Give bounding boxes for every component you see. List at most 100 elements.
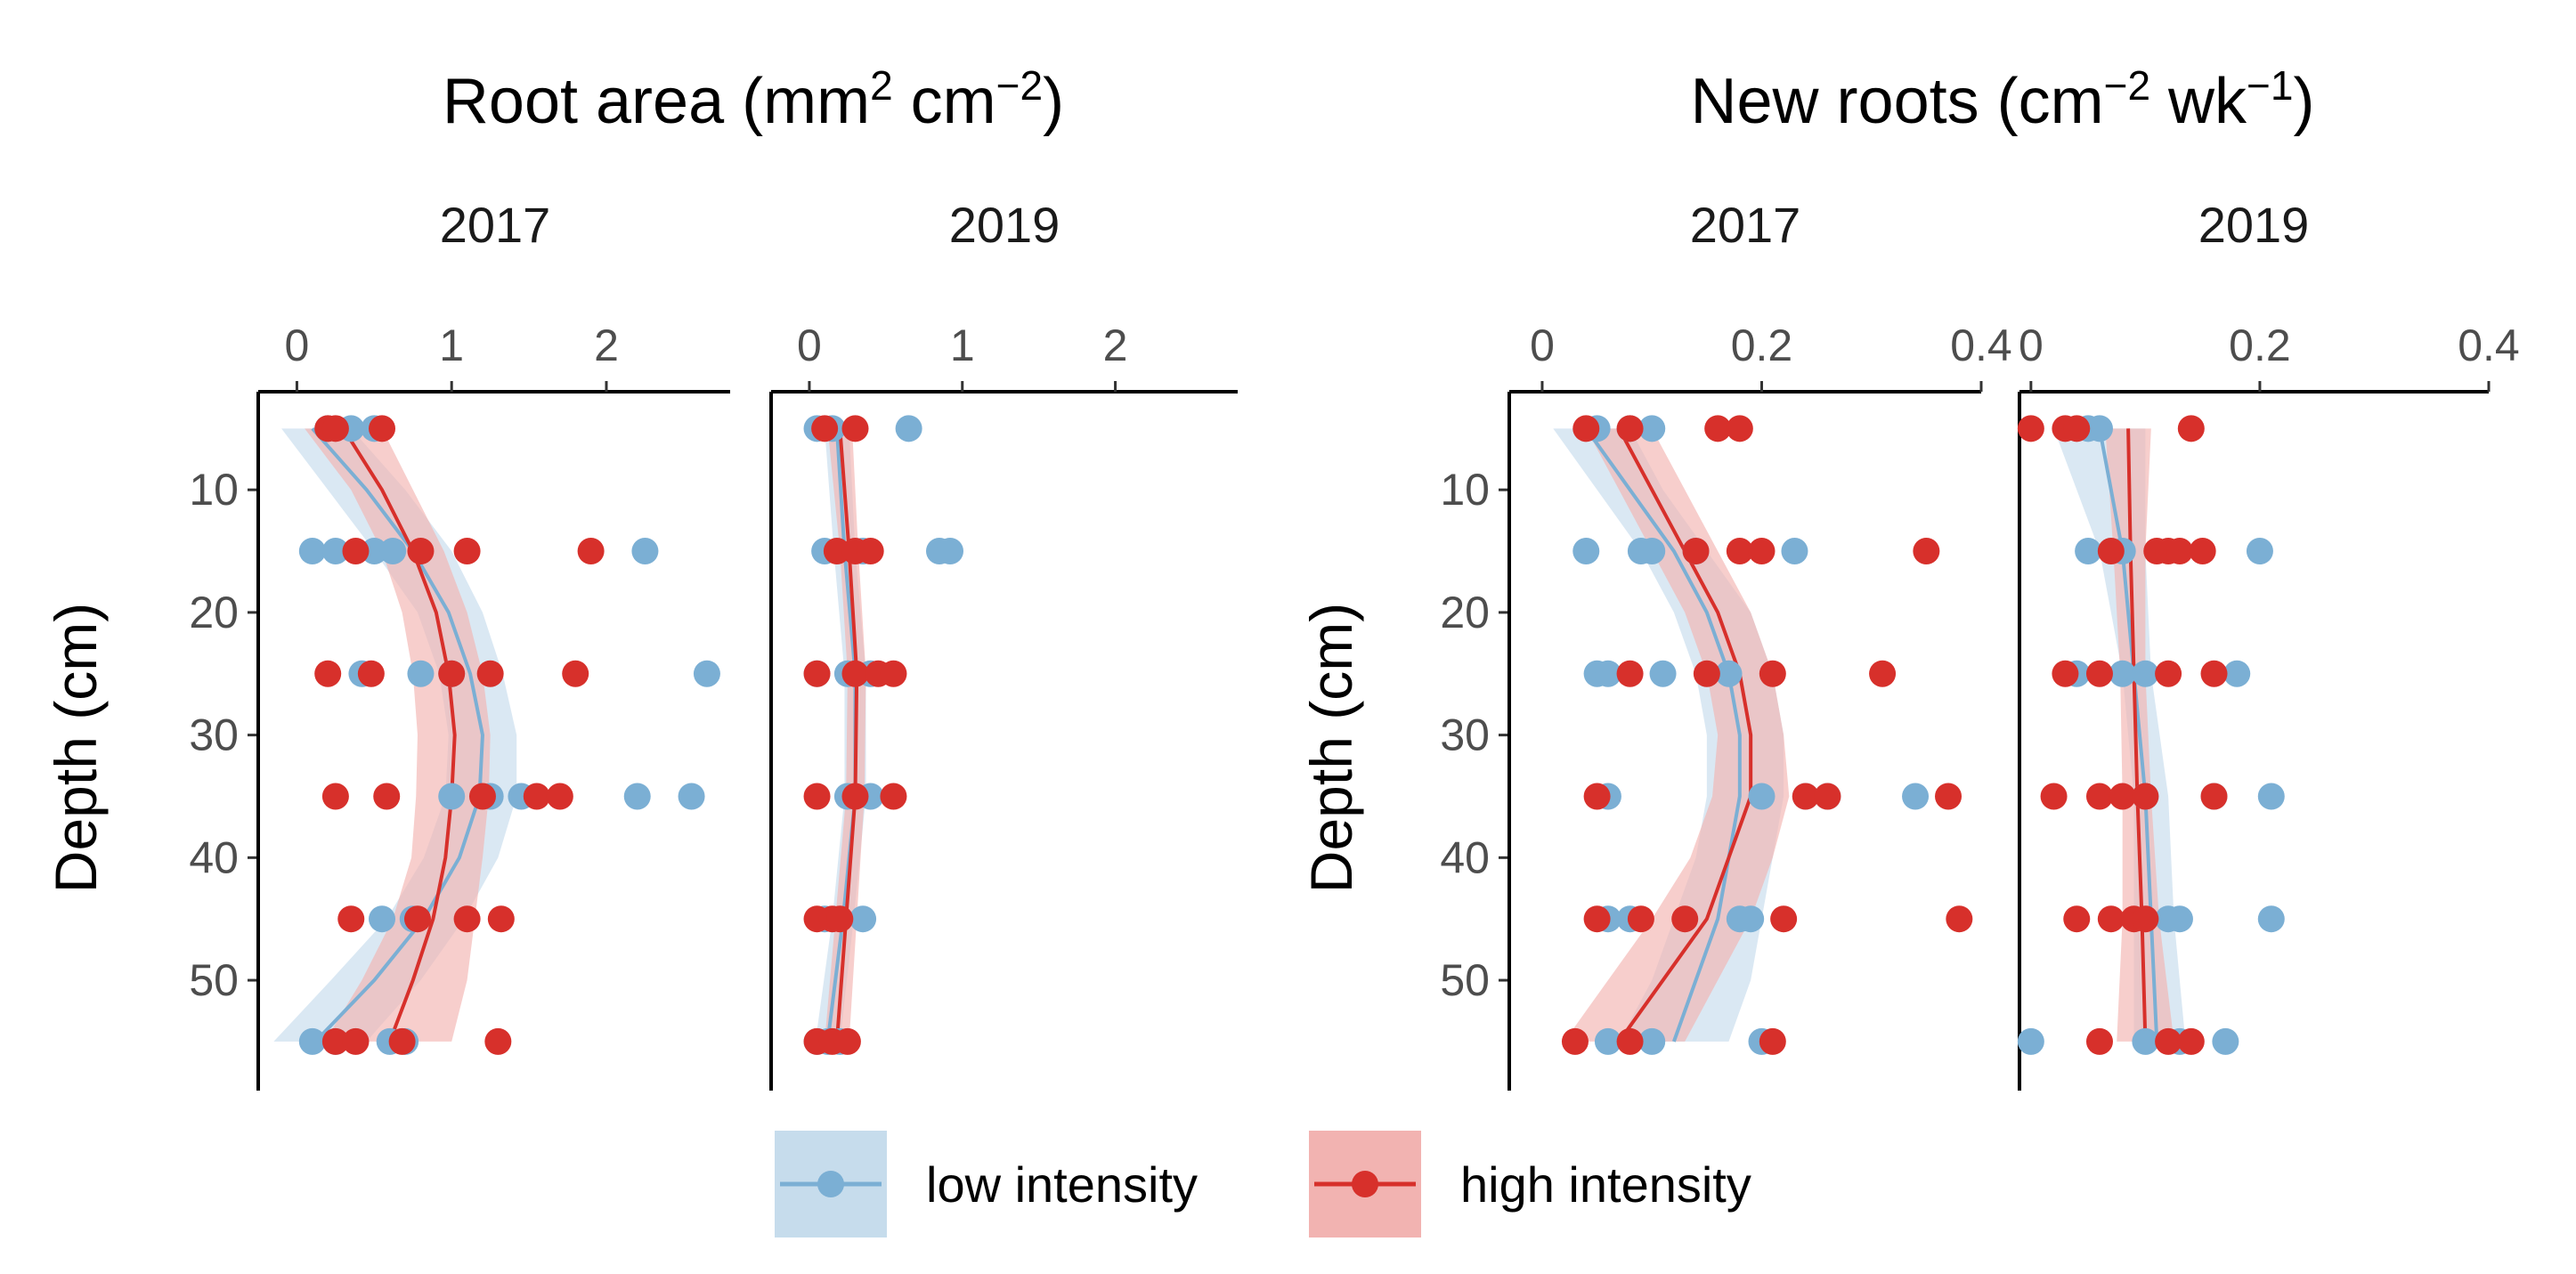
data-point-high [1935, 783, 1962, 810]
data-point-high [2085, 660, 2113, 687]
data-point-high [841, 660, 869, 687]
data-point-low [631, 538, 659, 565]
data-point-high [1913, 538, 1940, 565]
legend-item-low-intensity: low intensity [775, 1131, 1198, 1237]
data-point-low [407, 660, 435, 687]
data-point-high [314, 660, 342, 687]
data-point-high [2177, 415, 2205, 442]
data-point-low [2166, 905, 2193, 933]
chart-title-new-roots: New roots (cm−2 wk−1) [1691, 62, 2315, 137]
data-point-high [342, 538, 370, 565]
data-point-high [1671, 905, 1699, 933]
confidence-band-high [305, 428, 491, 1042]
data-point-high [1616, 660, 1644, 687]
data-point-high [2166, 538, 2193, 565]
data-point-low [438, 783, 466, 810]
data-point-low [2017, 1027, 2044, 1055]
data-point-high [811, 415, 839, 442]
legend-key-point [1352, 1171, 1378, 1197]
data-point-high [1759, 660, 1786, 687]
data-point-high [321, 1027, 349, 1055]
data-point-low [298, 538, 326, 565]
data-point-high [2085, 783, 2113, 810]
y-tick-label: 20 [189, 588, 239, 637]
data-point-high [2063, 905, 2091, 933]
data-point-high [453, 905, 481, 933]
data-point-high [1792, 783, 1819, 810]
data-point-high [438, 660, 466, 687]
data-point-low [895, 415, 922, 442]
strip-label-2019: 2019 [949, 197, 1060, 253]
y-tick-label: 50 [1440, 955, 1490, 1005]
data-point-high [2052, 660, 2079, 687]
strip-label-2019: 2019 [2198, 197, 2310, 253]
legend-item-high-intensity: high intensity [1309, 1131, 1751, 1237]
data-point-high [2063, 415, 2091, 442]
data-point-high [2132, 783, 2159, 810]
fit-line-low [311, 426, 484, 1043]
data-point-high [577, 538, 605, 565]
data-point-low [1748, 783, 1776, 810]
data-point-high [880, 660, 907, 687]
data-point-high [880, 783, 907, 810]
fit-line-high [2126, 428, 2148, 1042]
panel-new-roots-2019: 2019 0 0.2 0.4 [2017, 197, 2520, 1091]
data-point-low [693, 660, 720, 687]
data-point-high [1627, 905, 1654, 933]
data-point-low [2132, 660, 2159, 687]
data-point-high [484, 1027, 512, 1055]
data-point-high [841, 415, 869, 442]
x-tick-label: 1 [439, 321, 464, 370]
legend-label: low intensity [926, 1156, 1198, 1213]
data-point-high [1770, 905, 1798, 933]
data-point-high [2017, 415, 2044, 442]
data-point-low [937, 538, 964, 565]
data-point-high [1726, 415, 1753, 442]
fit-line-low [2098, 427, 2159, 1043]
data-point-low [623, 783, 651, 810]
data-point-low [379, 538, 407, 565]
data-point-high [342, 1027, 370, 1055]
fit-line-high [341, 427, 457, 1043]
panel-new-roots-2017: 2017 0 0.2 0.4 [1507, 197, 2012, 1091]
data-point-low [1781, 538, 1808, 565]
confidence-band-high [1564, 428, 1790, 1042]
strip-label-2017: 2017 [440, 197, 551, 253]
y-tick-label: 20 [1440, 588, 1490, 637]
data-point-low [1572, 538, 1600, 565]
data-point-high [453, 538, 481, 565]
data-point-high [1682, 538, 1710, 565]
data-point-high [1748, 538, 1776, 565]
legend-key-point [817, 1171, 844, 1197]
data-point-low [2085, 415, 2113, 442]
data-point-low [1715, 660, 1743, 687]
data-point-high [2085, 1027, 2113, 1055]
x-tick-label: 0 [797, 321, 822, 370]
data-point-high [1583, 905, 1611, 933]
data-point-low [2212, 1027, 2239, 1055]
data-point-low [1594, 660, 1621, 687]
data-point-high [857, 538, 884, 565]
data-point-high [1759, 1027, 1786, 1055]
data-point-high [1572, 415, 1600, 442]
data-point-high [562, 660, 589, 687]
data-point-low [678, 783, 705, 810]
data-point-high [1726, 538, 1753, 565]
data-point-low [321, 538, 349, 565]
data-point-low [2223, 660, 2251, 687]
data-point-high [337, 905, 365, 933]
x-tick-label: 2 [1103, 321, 1128, 370]
data-point-high [2177, 1027, 2205, 1055]
data-point-high [1946, 905, 1973, 933]
y-tick-label: 40 [1440, 832, 1490, 882]
data-point-high [388, 1027, 416, 1055]
data-point-high [803, 783, 831, 810]
data-point-high [2132, 905, 2159, 933]
panel-root-area-2019: 2019 0 1 2 [769, 197, 1238, 1091]
data-point-low [2132, 1027, 2159, 1055]
data-point-high [2097, 538, 2125, 565]
y-ticks-root-area: 10 20 30 40 50 [189, 465, 258, 1005]
y-axis-label-new-roots: Depth (cm) [1298, 603, 1364, 893]
data-point-low [2075, 538, 2102, 565]
data-point-low [298, 1027, 326, 1055]
